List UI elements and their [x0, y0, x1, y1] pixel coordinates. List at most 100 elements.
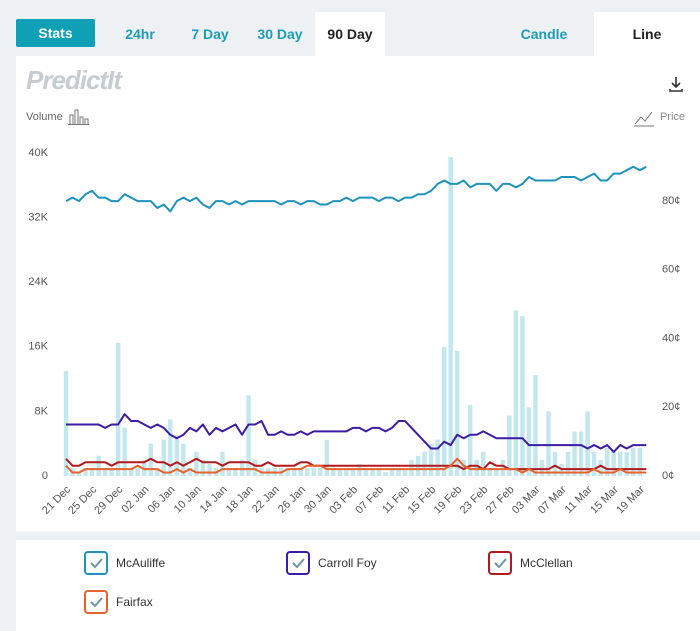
volume-bar: [435, 439, 440, 476]
volume-bar: [526, 407, 532, 476]
tab[interactable]: 24hr: [125, 26, 155, 42]
legend-item[interactable]: McAuliffe: [84, 551, 165, 575]
volume-bar: [539, 459, 545, 476]
volume-bar: [350, 467, 356, 476]
volume-bar: [246, 395, 251, 476]
volume-bar: [500, 459, 506, 476]
volume-bar: [181, 443, 186, 476]
volume-label: Volume: [26, 111, 63, 123]
volume-bar: [344, 467, 349, 476]
price-line: [65, 457, 647, 471]
volume-bar: [409, 459, 414, 476]
volume-bar: [383, 471, 388, 476]
x-tick-label: 03 Feb: [327, 484, 360, 517]
volume-bar: [168, 419, 173, 476]
y2-tick-label: 80¢: [662, 195, 680, 207]
volume-bar: [396, 467, 401, 476]
legend-check: [90, 597, 103, 608]
volume-bar: [174, 435, 180, 476]
volume-bar: [129, 467, 134, 476]
legend-label: McClellan: [520, 556, 573, 570]
legend-item[interactable]: Carroll Foy: [286, 551, 377, 575]
volume-bar: [448, 157, 453, 476]
volume-bar: [109, 467, 114, 476]
stats-button[interactable]: Stats: [16, 19, 95, 47]
volume-bar: [631, 447, 636, 476]
tab-active[interactable]: 90 Day: [315, 12, 385, 56]
price-line: [66, 413, 647, 453]
x-tick-label: 14 Jan: [198, 484, 230, 516]
volume-bar: [468, 404, 473, 476]
volume-bar: [513, 310, 519, 476]
y-tick-label: 16K: [28, 341, 48, 353]
price-line: [65, 457, 647, 474]
y2-tick-label: 0¢: [662, 470, 674, 482]
volume-bar: [298, 467, 303, 476]
x-tick-label: 07 Mar: [536, 483, 569, 516]
volume-bar: [422, 451, 427, 476]
volume-bar: [481, 451, 486, 476]
x-tick-label: 22 Jan: [250, 484, 282, 516]
volume-bar: [187, 467, 193, 476]
volume-bar: [461, 459, 466, 476]
volume-bar: [578, 431, 584, 476]
volume-bar: [155, 467, 160, 476]
legend-checkbox: [84, 590, 108, 614]
volume-bar: [598, 459, 603, 476]
x-tick-label: 07 Feb: [353, 484, 386, 517]
volume-bar: [76, 471, 82, 476]
volume-bar: [102, 467, 108, 476]
volume-bar: [207, 463, 212, 476]
volume-bar: [376, 467, 382, 476]
volume-bar: [520, 316, 525, 476]
x-tick-label: 02 Jan: [120, 484, 152, 516]
volume-bar: [370, 467, 375, 476]
x-tick-label: 23 Feb: [458, 484, 491, 517]
volume-icon: [68, 109, 89, 125]
volume-bar: [142, 459, 147, 476]
volume-bar: [200, 459, 206, 476]
legend-item[interactable]: McClellan: [488, 551, 573, 575]
chart-tab-active[interactable]: Line: [594, 12, 700, 56]
legend-checkbox: [488, 551, 512, 575]
download-icon[interactable]: [669, 77, 683, 92]
volume-bar: [115, 342, 121, 476]
volume-bar: [331, 467, 336, 476]
x-tick-label: 19 Feb: [432, 484, 465, 517]
volume-bar: [83, 467, 88, 476]
legend-checkbox: [286, 551, 310, 575]
volume-bar: [285, 467, 290, 476]
legend-panel: [16, 540, 700, 631]
tab-bar: Stats 24hr 7 Day 30 Day 90 Day Candle Li…: [0, 12, 700, 56]
y-tick-label: 0: [42, 470, 48, 482]
volume-bar: [487, 467, 492, 476]
volume-bar: [402, 467, 408, 476]
volume-bar: [389, 467, 395, 476]
volume-bar: [591, 451, 597, 476]
volume-bar: [428, 443, 434, 476]
volume-bar: [546, 411, 551, 476]
chart-tab[interactable]: Candle: [520, 26, 568, 42]
volume-bar: [318, 467, 323, 476]
x-tick-label: 15 Feb: [406, 484, 439, 517]
volume-bar: [292, 467, 297, 476]
volume-bar: [233, 467, 238, 476]
x-tick-label: 27 Feb: [484, 484, 517, 517]
volume-bar: [624, 451, 629, 476]
tab[interactable]: 30 Day: [257, 26, 303, 42]
legend-check: [90, 558, 103, 569]
volume-bar: [311, 467, 316, 476]
volume-bar: [337, 467, 343, 476]
volume-bar: [474, 459, 479, 476]
volume-bar: [441, 346, 447, 476]
legend-item[interactable]: Fairfax: [84, 590, 153, 614]
tab[interactable]: 7 Day: [191, 26, 229, 42]
volume-bar: [533, 375, 538, 476]
volume-bar: [194, 451, 199, 476]
y-tick-label: 24K: [28, 276, 48, 288]
volume-bar: [611, 451, 616, 476]
y-tick-label: 40K: [28, 147, 48, 159]
y-tick-label: 32K: [28, 212, 48, 224]
